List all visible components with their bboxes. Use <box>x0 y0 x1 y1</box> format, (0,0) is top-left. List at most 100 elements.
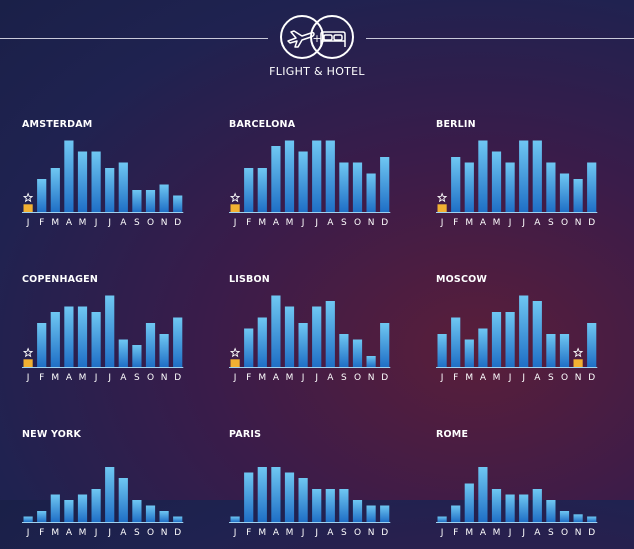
month-label: F <box>246 373 251 383</box>
bar-lisbon-1 <box>244 328 254 367</box>
bar-paris-11 <box>380 505 390 522</box>
bar-paris-10 <box>366 505 376 522</box>
bar-berlin-2 <box>464 162 474 212</box>
month-label: O <box>147 373 154 383</box>
month-label: M <box>51 528 59 538</box>
city-name: NEW YORK <box>22 429 82 440</box>
bar-moscow-8 <box>546 334 556 367</box>
city-chart-lisbon: LISBON J F M A M J J A S O N D <box>229 274 419 394</box>
bar-copenhagen-4 <box>77 306 88 367</box>
month-label: N <box>575 373 582 383</box>
bar-copenhagen-3 <box>64 306 74 367</box>
month-label: S <box>134 373 140 383</box>
bar-new-york-6 <box>105 467 115 522</box>
flight-hotel-logo: + <box>280 15 354 59</box>
month-label: D <box>174 373 181 383</box>
bar-berlin-7 <box>532 140 542 212</box>
month-label: J <box>107 373 111 383</box>
month-label: J <box>233 218 237 228</box>
month-label: S <box>134 218 140 228</box>
bar-berlin-10 <box>573 179 583 212</box>
month-label: M <box>465 528 473 538</box>
bar-barcelona-1 <box>244 168 254 212</box>
month-label: J <box>440 528 444 538</box>
bar-paris-3 <box>271 467 281 522</box>
month-label: D <box>381 528 388 538</box>
bar-berlin-9 <box>559 173 570 212</box>
bar-new-york-0 <box>23 516 33 522</box>
city-chart-paris: PARIS J F M A M J J A S O N D <box>229 429 419 549</box>
month-label: N <box>161 218 168 228</box>
month-label: M <box>493 218 501 228</box>
bar-moscow-7 <box>532 301 542 367</box>
bar-berlin-3 <box>478 140 488 212</box>
bar-barcelona-5 <box>298 151 308 212</box>
bar-copenhagen-1 <box>37 323 47 367</box>
bar-rome-0 <box>437 516 447 522</box>
city-name: AMSTERDAM <box>22 119 93 130</box>
bar-moscow-5 <box>505 312 515 367</box>
bar-rome-11 <box>587 516 597 522</box>
month-label: J <box>94 528 98 538</box>
month-label: O <box>561 218 568 228</box>
bar-barcelona-9 <box>352 162 363 212</box>
bar-new-york-11 <box>173 516 183 522</box>
bar-amsterdam-8 <box>132 190 142 212</box>
month-label: S <box>548 218 554 228</box>
month-label: S <box>341 218 347 228</box>
bar-moscow-10 <box>573 359 583 367</box>
bar-lisbon-7 <box>325 301 335 367</box>
month-label: D <box>588 218 595 228</box>
bar-copenhagen-6 <box>105 295 115 367</box>
month-label: J <box>314 528 318 538</box>
bar-rome-6 <box>519 494 529 522</box>
bar-lisbon-0 <box>230 359 240 367</box>
month-label: O <box>354 373 361 383</box>
month-label: A <box>534 218 541 228</box>
month-label: M <box>258 373 266 383</box>
bar-paris-4 <box>284 472 295 522</box>
bar-berlin-11 <box>587 162 597 212</box>
month-label: O <box>147 218 154 228</box>
bar-berlin-1 <box>451 157 461 212</box>
bar-lisbon-5 <box>298 323 308 367</box>
bar-rome-8 <box>546 500 556 522</box>
month-label: F <box>453 373 458 383</box>
bar-new-york-10 <box>159 511 169 522</box>
bar-paris-7 <box>325 489 335 522</box>
bar-lisbon-3 <box>271 295 281 367</box>
month-label: F <box>39 373 44 383</box>
bar-rome-1 <box>451 505 461 522</box>
city-chart-rome: ROME J F M A M J J A S O N D <box>436 429 626 549</box>
month-label: J <box>314 218 318 228</box>
plus-sign: + <box>312 32 321 45</box>
bar-barcelona-0 <box>230 204 240 212</box>
bar-new-york-4 <box>77 494 88 522</box>
month-label: A <box>120 218 127 228</box>
bar-amsterdam-4 <box>77 151 88 212</box>
bar-paris-6 <box>312 489 322 522</box>
bar-berlin-4 <box>491 151 502 212</box>
city-chart-barcelona: BARCELONA J F M A M J J A S O N D <box>229 119 419 239</box>
bar-new-york-2 <box>50 494 60 522</box>
month-label: S <box>548 528 554 538</box>
month-label: M <box>258 528 266 538</box>
bar-rome-7 <box>532 489 542 522</box>
bed-icon <box>320 31 346 47</box>
star-icon <box>229 192 241 203</box>
star-icon <box>22 192 34 203</box>
month-label: N <box>368 528 375 538</box>
bar-moscow-9 <box>559 334 570 367</box>
bar-paris-5 <box>298 478 308 522</box>
bar-barcelona-3 <box>271 146 281 212</box>
city-name: COPENHAGEN <box>22 274 98 285</box>
bar-new-york-7 <box>118 478 128 522</box>
city-name: LISBON <box>229 274 270 285</box>
bar-barcelona-6 <box>312 140 322 212</box>
bar-new-york-8 <box>132 500 142 522</box>
